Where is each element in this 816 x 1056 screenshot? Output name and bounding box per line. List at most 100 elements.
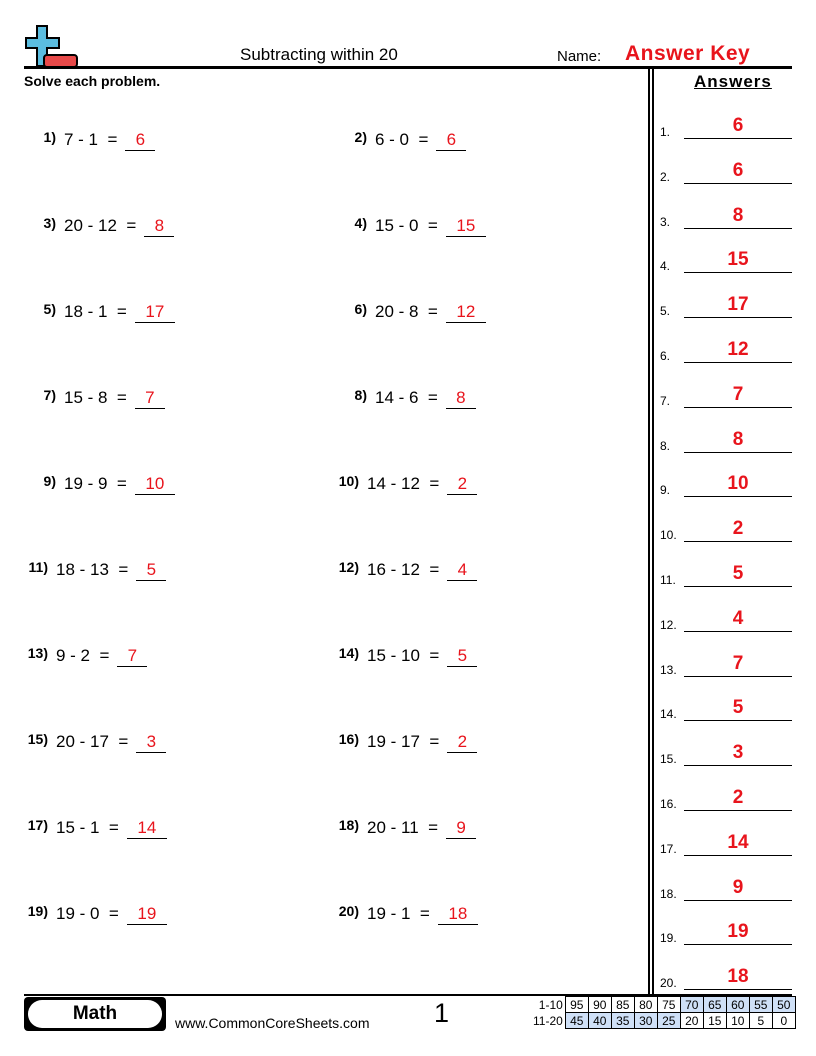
problem-expression: 19 - 1 = bbox=[367, 904, 430, 923]
answer-value: 12 bbox=[727, 339, 749, 360]
answer-number: 14. bbox=[660, 707, 677, 722]
answer-line bbox=[684, 272, 792, 274]
problem: 16) 19 - 17 = 2 bbox=[335, 731, 478, 753]
answer-value: 15 bbox=[727, 249, 749, 271]
answer-line bbox=[684, 586, 792, 587]
answer-row: 11. 5 bbox=[660, 557, 792, 587]
answer-row: 14. 5 bbox=[660, 691, 792, 722]
problem: 8) 14 - 6 = 8 bbox=[335, 387, 476, 409]
problem-answer: 7 bbox=[117, 646, 148, 667]
problem: 20) 19 - 1 = 18 bbox=[335, 903, 478, 925]
answer-number: 18. bbox=[660, 886, 677, 901]
problem-expression: 15 - 1 = bbox=[56, 818, 119, 837]
answer-row: 16. 2 bbox=[660, 781, 792, 811]
problem-expression: 14 - 6 = bbox=[375, 388, 438, 407]
problem-expression: 15 - 0 = bbox=[375, 216, 438, 235]
answer-row: 15. 3 bbox=[660, 736, 792, 767]
problem: 19) 19 - 0 = 19 bbox=[24, 903, 167, 925]
score-row-label: 1-10 bbox=[538, 997, 563, 1012]
answer-number: 12. bbox=[660, 617, 677, 632]
answer-value: 8 bbox=[732, 204, 744, 226]
page-number: 1 bbox=[434, 998, 450, 1028]
answer-number: 2. bbox=[660, 169, 671, 184]
problem-expression: 18 - 1 = bbox=[64, 302, 127, 321]
problem-expression: 9 - 2 = bbox=[56, 646, 110, 665]
answer-value: 7 bbox=[732, 652, 744, 674]
problem-number: 8) bbox=[354, 387, 367, 403]
answer-number: 20. bbox=[660, 976, 677, 991]
answer-row: 8. 8 bbox=[660, 423, 792, 453]
answer-number: 7. bbox=[660, 393, 671, 408]
answer-number: 1. bbox=[660, 125, 671, 139]
problem-expression: 19 - 17 = bbox=[367, 732, 440, 751]
problem-number: 2) bbox=[354, 129, 367, 145]
answer-row: 7. 7 bbox=[660, 378, 792, 408]
answer-line bbox=[684, 362, 792, 363]
problem: 5) 18 - 1 = 17 bbox=[24, 301, 175, 323]
problem: 14) 15 - 10 = 5 bbox=[335, 645, 478, 667]
answer-row: 3. 8 bbox=[660, 199, 792, 229]
answers-heading: Answers bbox=[694, 72, 772, 91]
problem-answer: 15 bbox=[445, 216, 486, 237]
problem-answer: 6 bbox=[125, 130, 156, 151]
answer-value: 9 bbox=[732, 876, 744, 898]
problem-number: 12) bbox=[338, 559, 359, 575]
problem-number: 6) bbox=[354, 301, 367, 317]
score-cell: 40 bbox=[587, 1012, 612, 1029]
problem-number: 4) bbox=[354, 215, 367, 231]
answer-value: 3 bbox=[732, 742, 744, 764]
problem: 2) 6 - 0 = 6 bbox=[335, 129, 467, 151]
answer-row: 13. 7 bbox=[660, 647, 792, 677]
subject-label: Math bbox=[28, 1000, 162, 1028]
website-link[interactable]: www.CommonCoreSheets.com bbox=[175, 1015, 370, 1031]
problem: 11) 18 - 13 = 5 bbox=[24, 559, 167, 581]
answer-row: 2. 6 bbox=[660, 154, 792, 184]
answer-value: 6 bbox=[732, 115, 744, 136]
answer-line bbox=[684, 810, 792, 811]
answer-line bbox=[684, 182, 792, 184]
problem: 18) 20 - 11 = 9 bbox=[335, 817, 477, 839]
problem-answer: 5 bbox=[447, 646, 478, 667]
problem-answer: 2 bbox=[447, 732, 478, 753]
score-cell: 80 bbox=[633, 996, 658, 1013]
answer-value: 7 bbox=[732, 383, 744, 405]
problem-expression: 7 - 1 = bbox=[64, 130, 118, 149]
problem: 3) 20 - 12 = 8 bbox=[24, 215, 175, 237]
score-cell: 0 bbox=[771, 1012, 796, 1029]
answer-row: 5. 17 bbox=[660, 288, 792, 319]
answer-line bbox=[684, 989, 792, 991]
instructions: Solve each problem. bbox=[24, 73, 161, 89]
problem: 17) 15 - 1 = 14 bbox=[24, 817, 167, 839]
problem-number: 11) bbox=[28, 559, 48, 575]
answer-number: 5. bbox=[660, 304, 671, 319]
problem-expression: 20 - 11 = bbox=[367, 818, 439, 837]
problem-expression: 15 - 10 = bbox=[367, 646, 440, 665]
score-row-label: 11-20 bbox=[533, 1013, 563, 1028]
problem-number: 5) bbox=[43, 301, 56, 317]
problem-answer: 18 bbox=[437, 904, 478, 925]
problem: 13) 9 - 2 = 7 bbox=[24, 645, 148, 667]
score-cell: 70 bbox=[679, 996, 704, 1013]
answer-number: 17. bbox=[660, 841, 677, 856]
problem-expression: 20 - 17 = bbox=[56, 732, 129, 751]
problem-expression: 20 - 8 = bbox=[375, 302, 438, 321]
answer-panel-divider bbox=[652, 68, 654, 995]
answer-line bbox=[684, 944, 792, 946]
answer-line bbox=[684, 406, 792, 408]
score-cell: 85 bbox=[610, 996, 635, 1013]
score-cell: 55 bbox=[748, 996, 773, 1013]
answer-line bbox=[684, 720, 792, 722]
answer-line bbox=[684, 317, 792, 319]
answer-line bbox=[684, 496, 792, 498]
answer-value: 6 bbox=[732, 159, 744, 181]
problem-answer: 4 bbox=[447, 560, 478, 581]
score-cell: 65 bbox=[702, 996, 727, 1013]
worksheet-title: Subtracting within 20 bbox=[240, 45, 398, 64]
problem-answer: 5 bbox=[136, 560, 167, 581]
footer-divider bbox=[24, 994, 792, 996]
answer-row: 18. 9 bbox=[660, 871, 792, 901]
problem: 1) 7 - 1 = 6 bbox=[24, 129, 156, 151]
answer-line bbox=[684, 451, 792, 453]
answer-value: 14 bbox=[727, 831, 749, 853]
answer-value: 17 bbox=[727, 294, 749, 316]
